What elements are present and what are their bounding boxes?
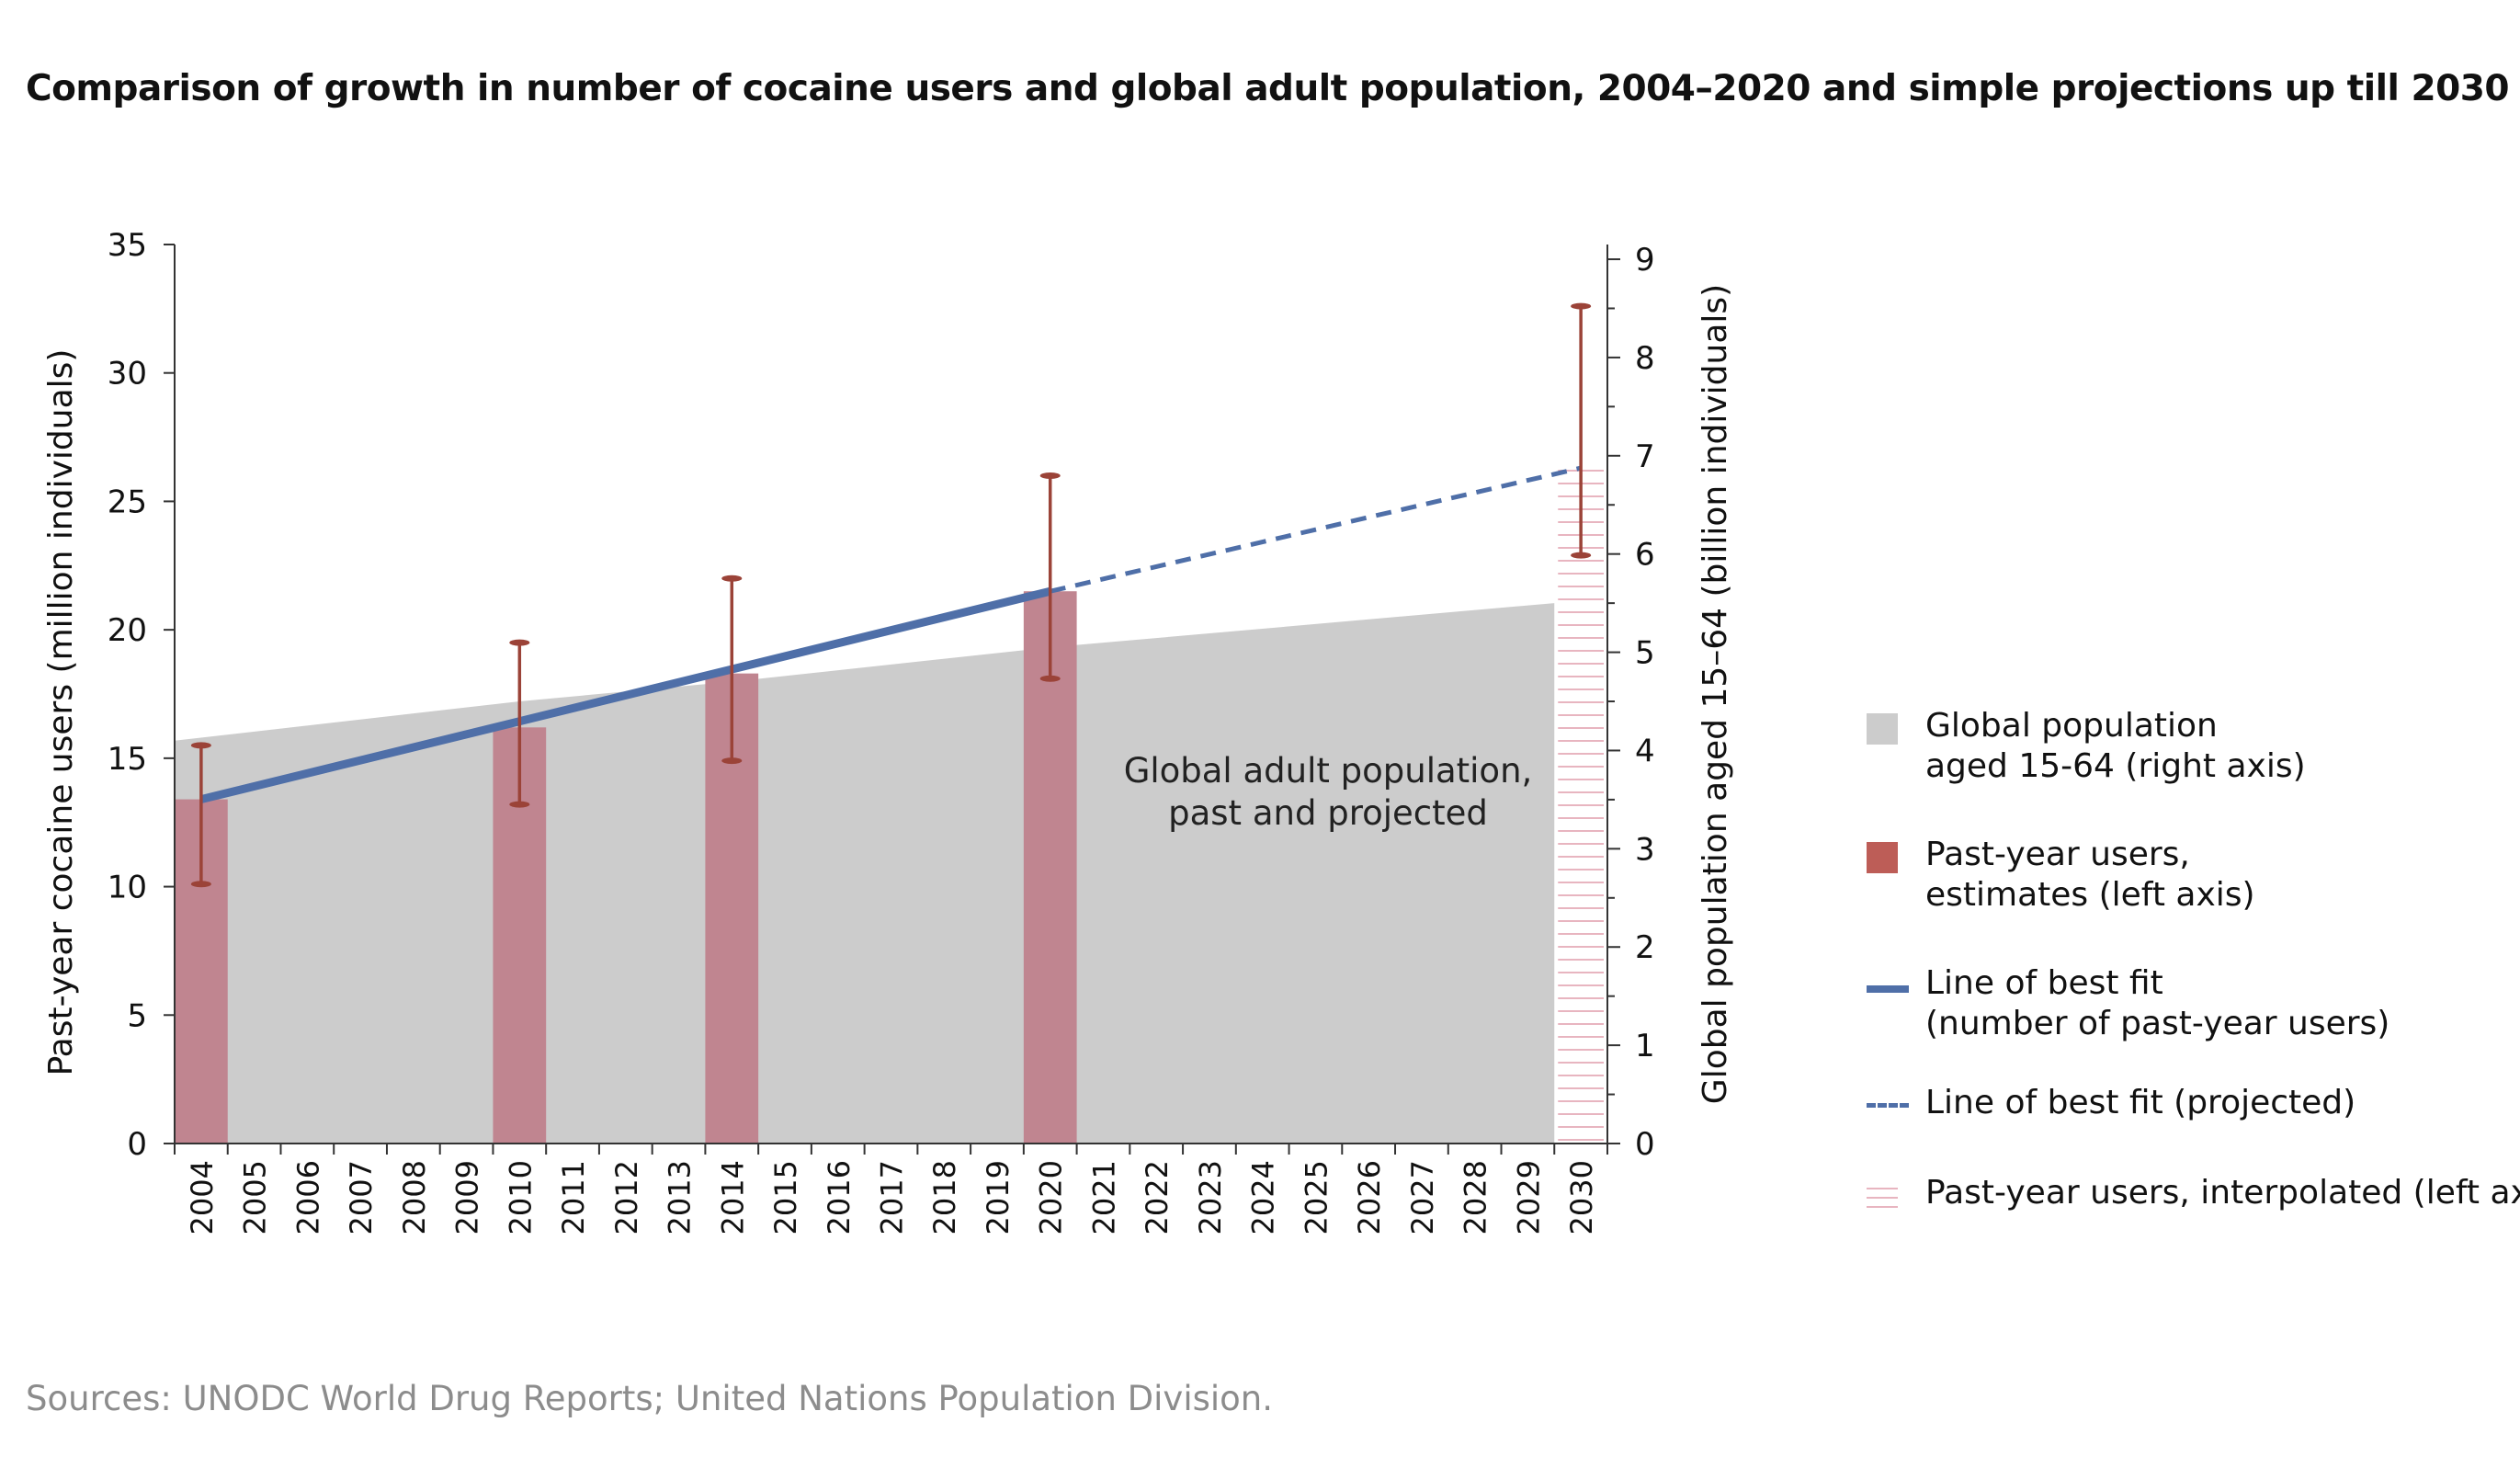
legend-label-interpolated: Past-year users, interpolated (left axis… xyxy=(1925,1174,2520,1212)
x-tick-label-2029: 2029 xyxy=(1511,1160,1546,1235)
x-tick-label-2012: 2012 xyxy=(609,1160,644,1235)
error-bar-2030-cap-high xyxy=(1571,302,1592,310)
error-bar-2030-cap-low xyxy=(1571,552,1592,559)
error-bar-2020 xyxy=(1039,472,1061,682)
x-tick-label-2026: 2026 xyxy=(1352,1160,1387,1235)
legend-swatch-estimates xyxy=(1867,842,1898,873)
error-bar-2010 xyxy=(509,639,530,808)
right-tick-label: 4 xyxy=(1635,733,1655,769)
x-tick-label-2006: 2006 xyxy=(290,1160,325,1235)
right-tick-label: 1 xyxy=(1635,1028,1655,1064)
x-tick-label-2014: 2014 xyxy=(715,1160,750,1235)
right-axis-title: Global population aged 15–64 (billion in… xyxy=(1697,284,1734,1104)
annotation-label: Global adult population, past and project… xyxy=(1124,751,1533,833)
x-tick-label-2015: 2015 xyxy=(768,1160,803,1235)
x-tick-label-2004: 2004 xyxy=(185,1160,220,1235)
x-tick-label-2028: 2028 xyxy=(1459,1160,1493,1235)
projected-line xyxy=(1050,465,1582,594)
legend-label-population: Global population aged 15-64 (right axis… xyxy=(1925,707,2306,785)
x-tick-label-2027: 2027 xyxy=(1405,1160,1440,1235)
error-bar-2004-cap-high xyxy=(190,742,211,749)
right-tick-label: 6 xyxy=(1635,537,1655,574)
legend-label-estimates: Past-year users, estimates (left axis) xyxy=(1925,836,2255,914)
x-tick-label-2010: 2010 xyxy=(503,1160,538,1235)
x-tick-label-2020: 2020 xyxy=(1034,1160,1069,1235)
left-tick-label: 35 xyxy=(108,227,147,264)
right-tick-label: 2 xyxy=(1635,929,1655,966)
left-tick-label: 25 xyxy=(108,484,147,520)
legend-swatch-interpolated xyxy=(1867,1180,1898,1210)
best-fit-line xyxy=(199,586,1051,803)
left-tick-label: 0 xyxy=(127,1126,147,1163)
interpolated-bar xyxy=(1558,470,1604,1141)
legend-swatch-population xyxy=(1867,713,1898,745)
error-bar-2010-cap-high xyxy=(509,639,530,646)
left-tick-label: 20 xyxy=(108,612,147,649)
left-tick-label: 30 xyxy=(108,356,147,393)
x-tick-label-2017: 2017 xyxy=(875,1160,910,1235)
error-bar-2020-cap-low xyxy=(1039,675,1061,682)
x-tick-label-2022: 2022 xyxy=(1140,1160,1175,1235)
bar-2020 xyxy=(1023,591,1077,1144)
x-tick-label-2018: 2018 xyxy=(927,1160,962,1235)
x-tick-label-2005: 2005 xyxy=(238,1160,273,1235)
legend-swatch-projected xyxy=(1867,1103,1909,1108)
error-bar-2014 xyxy=(721,575,743,765)
chart-title: Comparison of growth in number of cocain… xyxy=(26,68,2510,109)
left-axis-title: Past-year cocaine users (million individ… xyxy=(42,349,80,1076)
legend-label-best-fit: Line of best fit (number of past-year us… xyxy=(1925,964,2390,1042)
right-tick-label: 8 xyxy=(1635,340,1655,377)
x-tick-label-2007: 2007 xyxy=(344,1160,379,1235)
error-bar-2014-cap-low xyxy=(721,757,743,765)
error-bar-2030 xyxy=(1571,302,1592,559)
legend-swatch-best-fit xyxy=(1867,985,1909,993)
left-tick-label: 15 xyxy=(108,741,147,778)
source-note: Sources: UNODC World Drug Reports; Unite… xyxy=(26,1379,1274,1418)
x-tick-label-2013: 2013 xyxy=(663,1160,698,1235)
x-tick-label-2023: 2023 xyxy=(1193,1160,1228,1235)
error-bar-2004-cap-low xyxy=(190,881,211,888)
right-tick-label: 7 xyxy=(1635,438,1655,475)
population-area xyxy=(175,603,1555,1144)
error-bar-2014-cap-high xyxy=(721,575,743,582)
error-bar-2020-cap-high xyxy=(1039,472,1061,479)
x-tick-label-2024: 2024 xyxy=(1246,1160,1281,1235)
left-tick-label: 5 xyxy=(127,997,147,1034)
right-tick-label: 0 xyxy=(1635,1126,1655,1163)
x-tick-label-2008: 2008 xyxy=(397,1160,432,1235)
x-tick-label-2009: 2009 xyxy=(450,1160,485,1235)
legend-label-projected: Line of best fit (projected) xyxy=(1925,1084,2356,1121)
x-tick-label-2011: 2011 xyxy=(556,1160,591,1235)
x-tick-label-2019: 2019 xyxy=(981,1160,1016,1235)
x-tick-label-2025: 2025 xyxy=(1299,1160,1334,1235)
x-tick-label-2016: 2016 xyxy=(822,1160,857,1235)
x-tick-label-2021: 2021 xyxy=(1086,1160,1121,1235)
right-tick-label: 9 xyxy=(1635,242,1655,279)
left-tick-label: 10 xyxy=(108,870,147,906)
right-tick-label: 3 xyxy=(1635,831,1655,868)
error-bar-2004 xyxy=(190,742,211,888)
error-bar-2010-cap-low xyxy=(509,801,530,808)
right-tick-label: 5 xyxy=(1635,635,1655,672)
x-tick-label-2030: 2030 xyxy=(1564,1160,1599,1235)
